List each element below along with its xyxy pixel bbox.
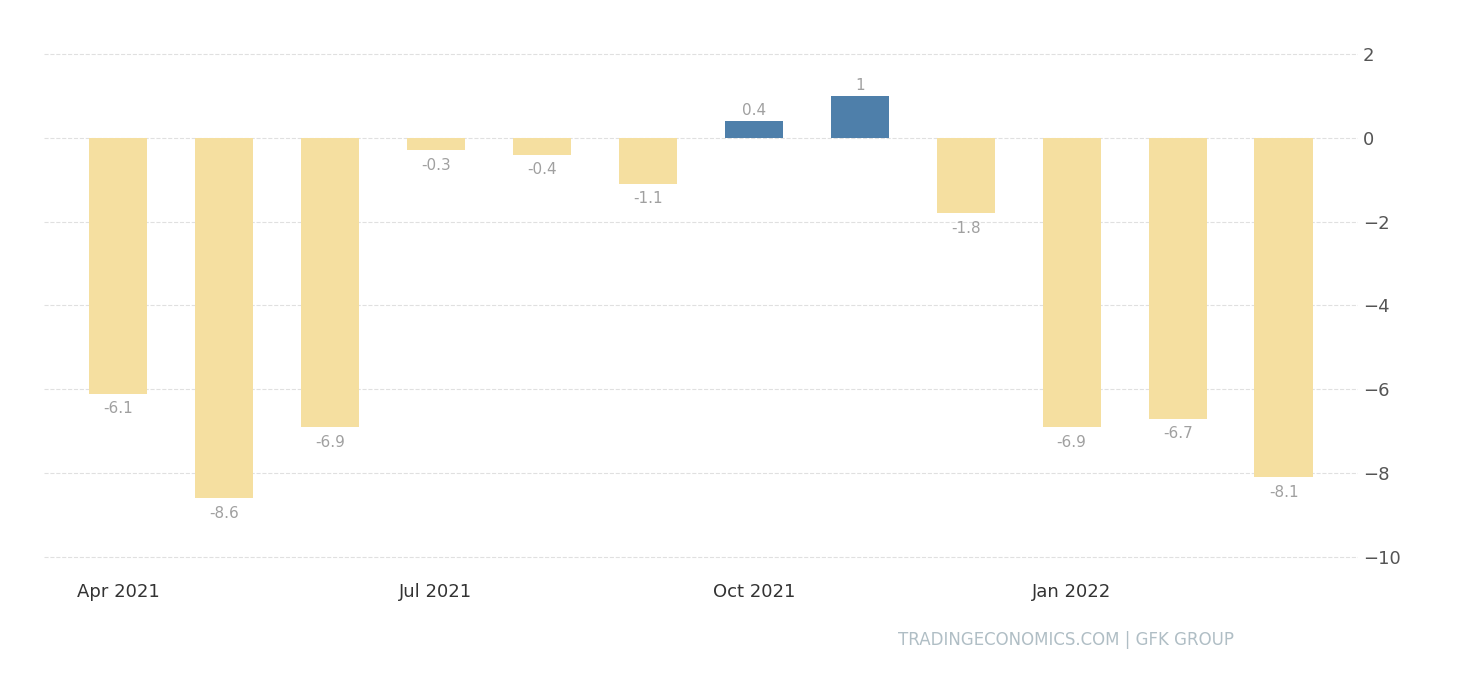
Bar: [724, 121, 783, 138]
Text: -6.9: -6.9: [315, 435, 345, 449]
Text: -8.1: -8.1: [1269, 485, 1298, 500]
Text: -0.3: -0.3: [420, 158, 451, 173]
Text: -8.6: -8.6: [209, 506, 239, 521]
Text: TRADINGECONOMICS.COM | GFK GROUP: TRADINGECONOMICS.COM | GFK GROUP: [898, 632, 1234, 649]
Bar: [1149, 138, 1207, 419]
Bar: [619, 138, 677, 184]
Bar: [1042, 138, 1101, 427]
Bar: [1254, 138, 1313, 477]
Bar: [512, 138, 571, 154]
Text: 1: 1: [856, 78, 864, 92]
Bar: [194, 138, 253, 498]
Bar: [831, 96, 889, 138]
Bar: [89, 138, 147, 394]
Text: -6.9: -6.9: [1057, 435, 1086, 449]
Text: -0.4: -0.4: [527, 162, 556, 177]
Text: -1.1: -1.1: [634, 192, 663, 207]
Bar: [301, 138, 359, 427]
Text: -1.8: -1.8: [950, 221, 981, 236]
Text: -6.7: -6.7: [1162, 426, 1193, 441]
Bar: [407, 138, 466, 150]
Bar: [936, 138, 994, 214]
Text: 0.4: 0.4: [742, 103, 767, 118]
Text: -6.1: -6.1: [104, 401, 133, 416]
